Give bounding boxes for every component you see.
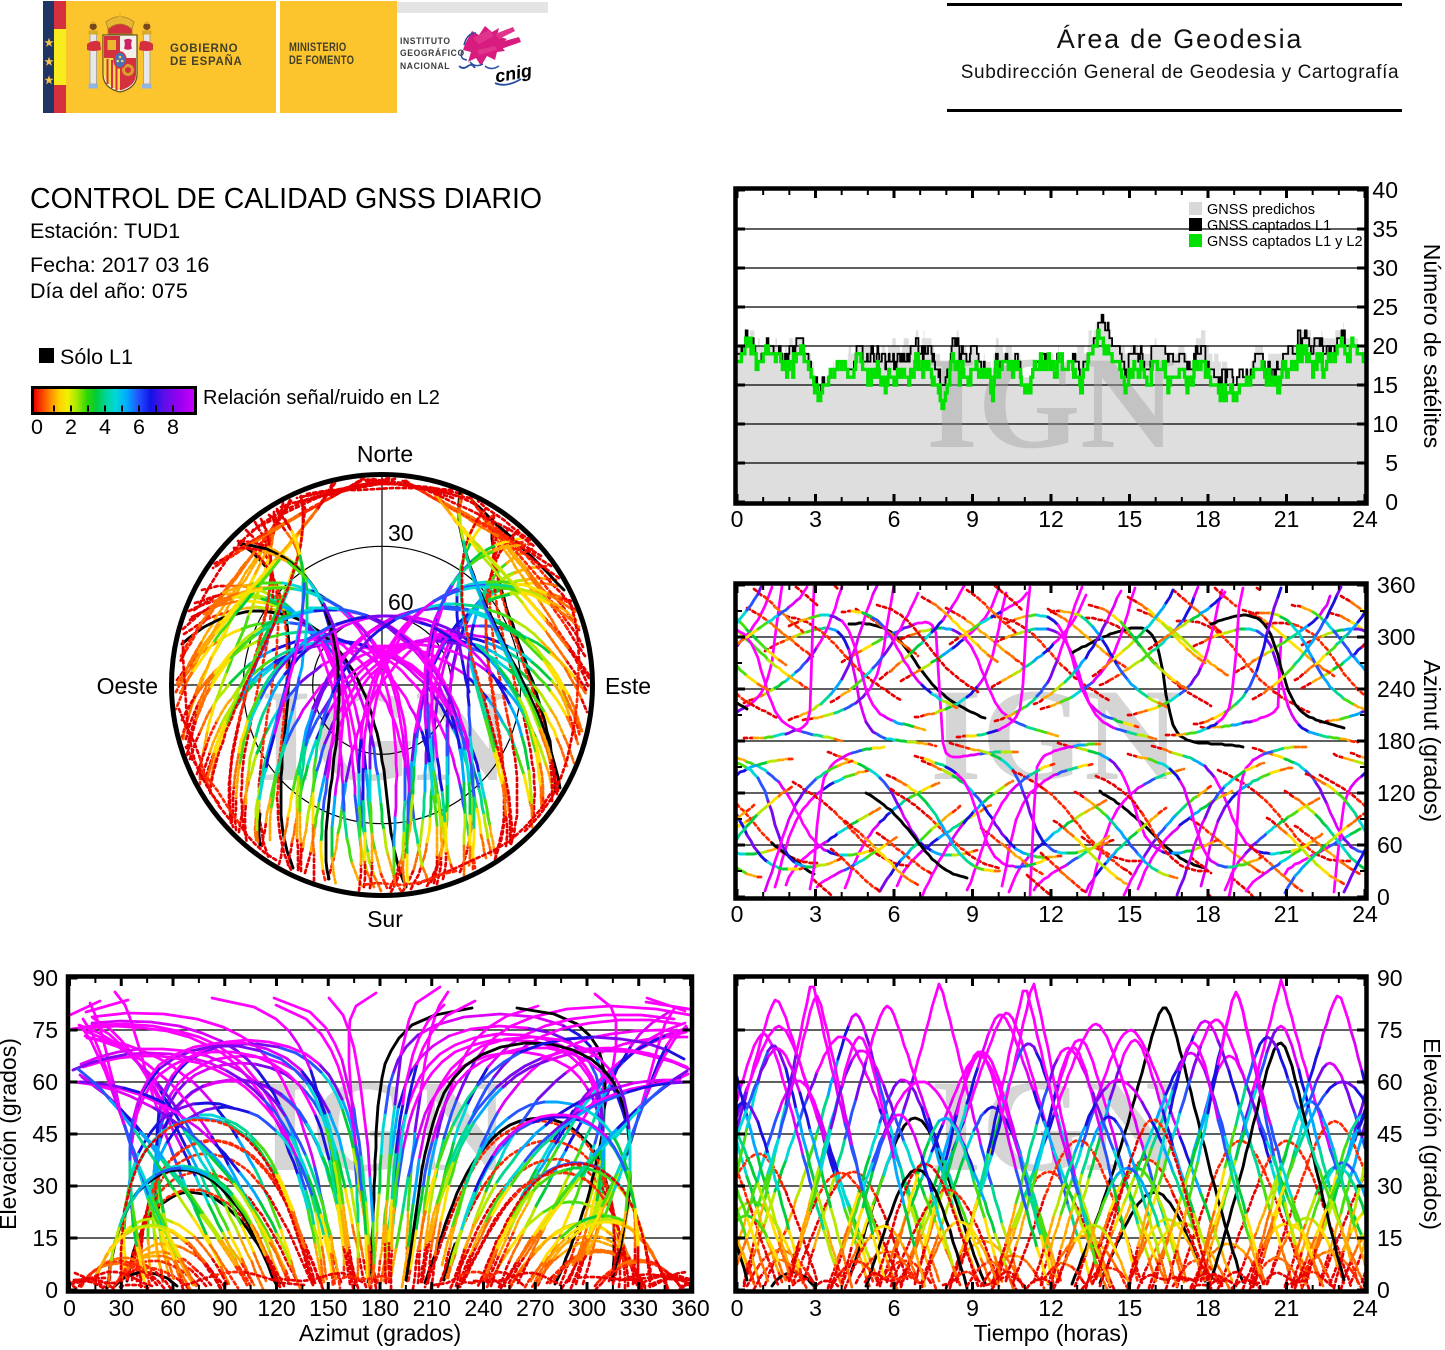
svg-text:15: 15	[32, 1225, 58, 1251]
svg-text:24: 24	[1352, 901, 1378, 927]
svg-text:6: 6	[888, 506, 901, 532]
svg-text:15: 15	[1117, 901, 1143, 927]
svg-text:360: 360	[671, 1295, 709, 1321]
svg-text:300: 300	[568, 1295, 606, 1321]
svg-text:Elevación (grados): Elevación (grados)	[0, 1038, 21, 1230]
svg-text:21: 21	[1274, 901, 1300, 927]
svg-text:15: 15	[1117, 1295, 1143, 1321]
svg-text:24: 24	[1352, 1295, 1378, 1321]
svg-text:30: 30	[108, 1295, 134, 1321]
svg-text:0: 0	[731, 1295, 744, 1321]
svg-text:6: 6	[888, 901, 901, 927]
svg-text:60: 60	[160, 1295, 186, 1321]
svg-text:Azimut (grados): Azimut (grados)	[1419, 660, 1445, 822]
svg-text:30: 30	[1377, 1173, 1403, 1199]
svg-text:0: 0	[45, 1277, 58, 1303]
svg-text:120: 120	[1377, 780, 1415, 806]
svg-text:9: 9	[966, 901, 979, 927]
svg-text:35: 35	[1372, 216, 1398, 242]
svg-text:Oeste: Oeste	[97, 673, 158, 699]
svg-text:Sur: Sur	[367, 906, 403, 932]
svg-text:20: 20	[1372, 333, 1398, 359]
svg-text:15: 15	[1372, 372, 1398, 398]
svg-text:180: 180	[361, 1295, 399, 1321]
svg-text:60: 60	[32, 1069, 58, 1095]
svg-text:Número de satélites: Número de satélites	[1419, 244, 1445, 449]
svg-text:15: 15	[1117, 506, 1143, 532]
svg-text:GNSS captados L1 y L2: GNSS captados L1 y L2	[1207, 234, 1363, 250]
svg-text:10: 10	[1372, 411, 1398, 437]
svg-text:30: 30	[388, 520, 414, 546]
svg-text:270: 270	[516, 1295, 554, 1321]
svg-text:Elevación (grados): Elevación (grados)	[1419, 1038, 1445, 1230]
svg-text:120: 120	[257, 1295, 295, 1321]
svg-text:90: 90	[212, 1295, 238, 1321]
svg-text:0: 0	[1377, 1277, 1390, 1303]
svg-text:Azimut (grados): Azimut (grados)	[299, 1320, 461, 1346]
svg-text:Tiempo (horas): Tiempo (horas)	[973, 1320, 1128, 1346]
svg-text:30: 30	[32, 1173, 58, 1199]
svg-text:9: 9	[966, 1295, 979, 1321]
svg-text:3: 3	[809, 901, 822, 927]
svg-text:6: 6	[888, 1295, 901, 1321]
svg-text:75: 75	[1377, 1017, 1403, 1043]
svg-text:75: 75	[32, 1017, 58, 1043]
svg-text:0: 0	[63, 1295, 76, 1321]
svg-text:0: 0	[1377, 884, 1390, 910]
svg-text:40: 40	[1372, 177, 1398, 203]
svg-text:3: 3	[809, 1295, 822, 1321]
svg-text:90: 90	[1377, 965, 1403, 991]
svg-text:0: 0	[731, 506, 744, 532]
svg-text:25: 25	[1372, 294, 1398, 320]
svg-text:60: 60	[388, 589, 414, 615]
svg-text:18: 18	[1195, 506, 1221, 532]
svg-text:21: 21	[1274, 506, 1300, 532]
svg-text:18: 18	[1195, 901, 1221, 927]
svg-text:GNSS predichos: GNSS predichos	[1207, 202, 1315, 218]
svg-text:12: 12	[1038, 506, 1064, 532]
svg-text:12: 12	[1038, 901, 1064, 927]
svg-text:9: 9	[966, 506, 979, 532]
svg-text:15: 15	[1377, 1225, 1403, 1251]
svg-text:45: 45	[1377, 1121, 1403, 1147]
svg-text:210: 210	[413, 1295, 451, 1321]
svg-text:360: 360	[1377, 572, 1415, 598]
svg-text:30: 30	[1372, 255, 1398, 281]
svg-text:GNSS captados L1: GNSS captados L1	[1207, 218, 1331, 234]
svg-text:240: 240	[1377, 676, 1415, 702]
svg-text:45: 45	[32, 1121, 58, 1147]
svg-text:Norte: Norte	[357, 441, 413, 467]
svg-text:60: 60	[1377, 1069, 1403, 1095]
svg-text:240: 240	[464, 1295, 502, 1321]
svg-text:180: 180	[1377, 728, 1415, 754]
svg-text:330: 330	[620, 1295, 658, 1321]
svg-text:150: 150	[309, 1295, 347, 1321]
svg-text:Este: Este	[605, 673, 651, 699]
svg-text:21: 21	[1274, 1295, 1300, 1321]
svg-text:300: 300	[1377, 624, 1415, 650]
svg-text:5: 5	[1385, 450, 1398, 476]
svg-text:0: 0	[1385, 489, 1398, 515]
svg-text:12: 12	[1038, 1295, 1064, 1321]
svg-text:90: 90	[32, 965, 58, 991]
svg-text:18: 18	[1195, 1295, 1221, 1321]
svg-text:60: 60	[1377, 832, 1403, 858]
svg-text:0: 0	[731, 901, 744, 927]
svg-text:24: 24	[1352, 506, 1378, 532]
svg-text:3: 3	[809, 506, 822, 532]
